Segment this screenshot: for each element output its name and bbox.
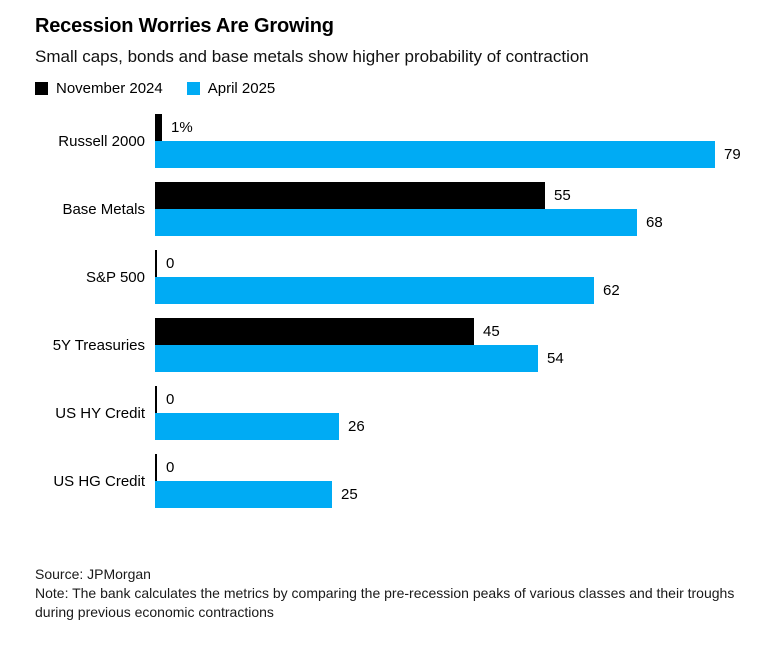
april-value: 25 — [341, 486, 358, 503]
april-bar — [155, 141, 715, 168]
bar-group: US HG Credit 0 25 — [0, 454, 775, 508]
bar-group: S&P 500 0 62 — [0, 250, 775, 304]
april-value: 79 — [724, 146, 741, 163]
november-bar — [155, 386, 157, 413]
group-bars: 0 62 — [155, 250, 775, 304]
chart-header: Recession Worries Are Growing Small caps… — [0, 14, 775, 97]
november-value: 45 — [483, 323, 500, 340]
bar-chart: Russell 2000 1% 79 Base Metals 55 — [0, 114, 775, 508]
legend: November 2024 April 2025 — [35, 80, 775, 97]
november-row: 0 — [155, 386, 775, 413]
april-value: 62 — [603, 282, 620, 299]
note-text: Note: The bank calculates the metrics by… — [35, 585, 735, 620]
november-bar — [155, 250, 157, 277]
november-value: 1% — [171, 119, 193, 136]
group-bars: 55 68 — [155, 182, 775, 236]
chart-subtitle: Small caps, bonds and base metals show h… — [35, 47, 589, 66]
november-value: 0 — [166, 391, 175, 408]
november-value: 0 — [166, 459, 175, 476]
november-value: 55 — [554, 187, 571, 204]
legend-swatch-april-icon — [186, 82, 200, 95]
category-label: S&P 500 — [86, 268, 145, 286]
group-bars: 45 54 — [155, 318, 775, 372]
chart-groups: Russell 2000 1% 79 Base Metals 55 — [0, 114, 775, 508]
bar-group: US HY Credit 0 26 — [0, 386, 775, 440]
april-bar — [155, 481, 332, 508]
chart-title: Recession Worries Are Growing — [35, 15, 334, 37]
april-bar — [155, 209, 637, 236]
category-label: US HG Credit — [53, 472, 145, 490]
november-bar — [155, 182, 545, 209]
november-row: 0 — [155, 454, 775, 481]
april-row: 79 — [155, 141, 775, 168]
november-row: 0 — [155, 250, 775, 277]
category-label: Russell 2000 — [58, 132, 145, 150]
category-label: US HY Credit — [55, 404, 145, 422]
bar-group: Russell 2000 1% 79 — [0, 114, 775, 168]
category-label: Base Metals — [62, 200, 145, 218]
november-bar — [155, 454, 157, 481]
chart-footer: Source: JPMorgan Note: The bank calculat… — [0, 565, 775, 622]
april-row: 68 — [155, 209, 775, 236]
group-bars: 0 25 — [155, 454, 775, 508]
april-bar — [155, 277, 594, 304]
april-bar — [155, 345, 538, 372]
source-text: Source: JPMorgan — [35, 566, 151, 582]
november-bar — [155, 114, 162, 141]
april-value: 68 — [646, 214, 663, 231]
group-bars: 1% 79 — [155, 114, 775, 168]
november-row: 1% — [155, 114, 775, 141]
april-bar — [155, 413, 339, 440]
group-bars: 0 26 — [155, 386, 775, 440]
bar-group: 5Y Treasuries 45 54 — [0, 318, 775, 372]
bar-group: Base Metals 55 68 — [0, 182, 775, 236]
category-label: 5Y Treasuries — [52, 336, 145, 354]
page-root: Recession Worries Are Growing Small caps… — [0, 14, 775, 622]
legend-swatch-november-icon — [35, 82, 48, 95]
april-row: 26 — [155, 413, 775, 440]
legend-label-april: April 2025 — [207, 80, 276, 97]
legend-label-november: November 2024 — [56, 80, 163, 97]
november-row: 55 — [155, 182, 775, 209]
november-bar — [155, 318, 474, 345]
april-value: 26 — [348, 418, 365, 435]
april-row: 54 — [155, 345, 775, 372]
legend-item-april: April 2025 — [186, 80, 276, 97]
april-row: 25 — [155, 481, 775, 508]
legend-item-november: November 2024 — [35, 80, 163, 97]
april-row: 62 — [155, 277, 775, 304]
april-value: 54 — [547, 350, 564, 367]
november-value: 0 — [166, 255, 175, 272]
november-row: 45 — [155, 318, 775, 345]
